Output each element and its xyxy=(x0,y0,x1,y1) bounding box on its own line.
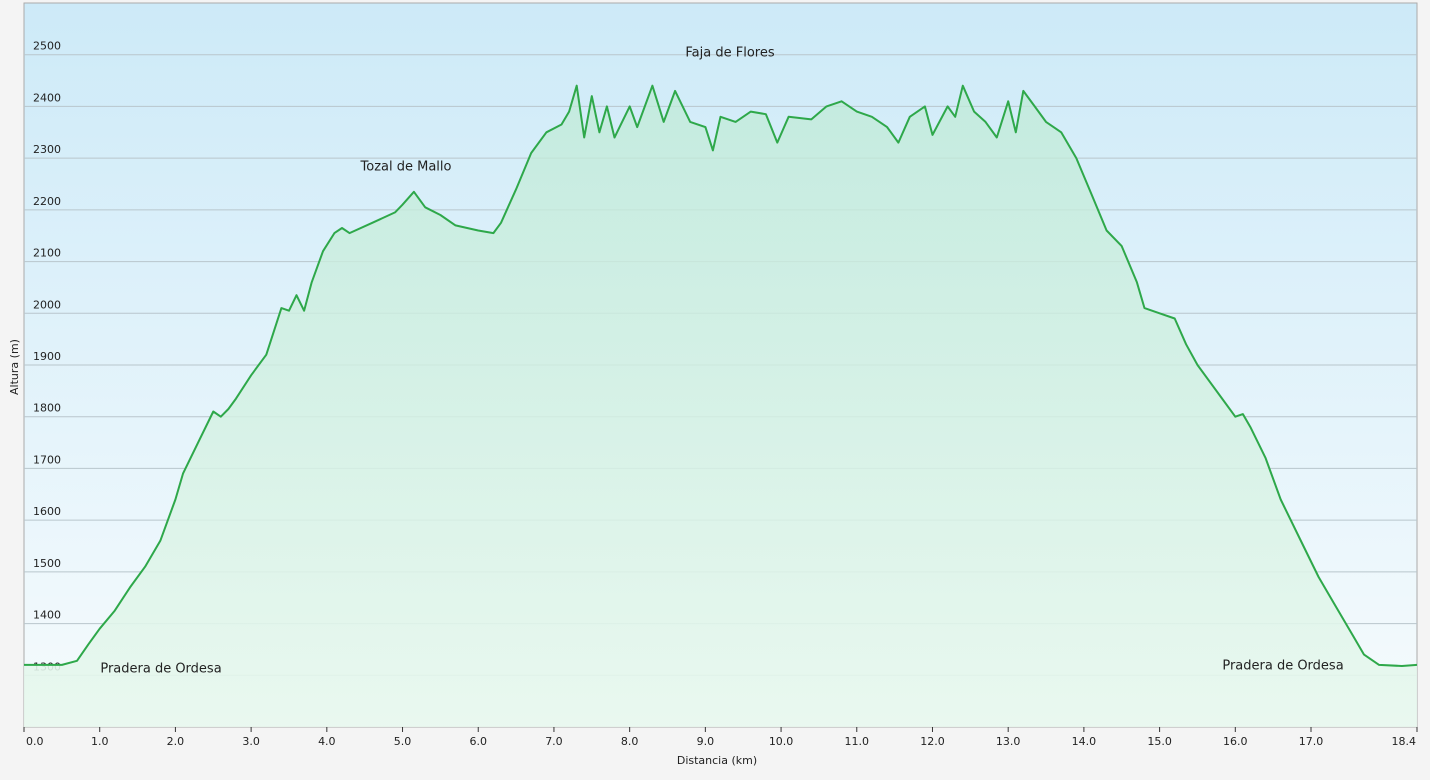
x-tick-label: 5.0 xyxy=(394,735,412,748)
annotation: Tozal de Mallo xyxy=(360,160,452,175)
y-tick-label: 1800 xyxy=(33,402,61,415)
area-fill xyxy=(24,85,1417,727)
x-tick-label: 0.0 xyxy=(26,735,44,748)
y-tick-label: 1700 xyxy=(33,453,61,466)
y-tick-label: 1500 xyxy=(33,557,61,570)
x-tick-label: 1.0 xyxy=(91,735,109,748)
y-tick-label: 1900 xyxy=(33,350,61,363)
x-tick-label: 12.0 xyxy=(920,735,945,748)
x-tick-label: 15.0 xyxy=(1147,735,1172,748)
annotation: Pradera de Ordesa xyxy=(100,662,221,677)
y-tick-label: 2100 xyxy=(33,247,61,260)
x-tick-label: 8.0 xyxy=(621,735,639,748)
x-tick-label: 17.0 xyxy=(1299,735,1324,748)
x-tick-label: 7.0 xyxy=(545,735,563,748)
y-tick-label: 2200 xyxy=(33,195,61,208)
x-tick-label: 2.0 xyxy=(167,735,185,748)
x-tick-label: 9.0 xyxy=(697,735,715,748)
y-tick-label: 2400 xyxy=(33,91,61,104)
y-tick-label: 1600 xyxy=(33,505,61,518)
y-tick-label: 2300 xyxy=(33,143,61,156)
y-tick-label: 1400 xyxy=(33,609,61,622)
x-tick-label: 3.0 xyxy=(242,735,260,748)
annotation: Pradera de Ordesa xyxy=(1222,659,1343,674)
y-axis-title: Altura (m) xyxy=(8,339,21,395)
x-tick-label: 16.0 xyxy=(1223,735,1248,748)
x-axis-title: Distancia (km) xyxy=(677,754,757,767)
x-tick-label: 14.0 xyxy=(1072,735,1097,748)
x-tick-label: 11.0 xyxy=(845,735,870,748)
x-tick-label: 18.4 xyxy=(1392,735,1417,748)
y-tick-label: 2000 xyxy=(33,298,61,311)
y-tick-label: 2500 xyxy=(33,40,61,53)
x-tick-label: 4.0 xyxy=(318,735,336,748)
x-tick-label: 13.0 xyxy=(996,735,1021,748)
x-tick-label: 6.0 xyxy=(469,735,487,748)
x-tick-label: 10.0 xyxy=(769,735,794,748)
annotation: Faja de Flores xyxy=(685,46,774,61)
elevation-line xyxy=(24,84,1418,667)
